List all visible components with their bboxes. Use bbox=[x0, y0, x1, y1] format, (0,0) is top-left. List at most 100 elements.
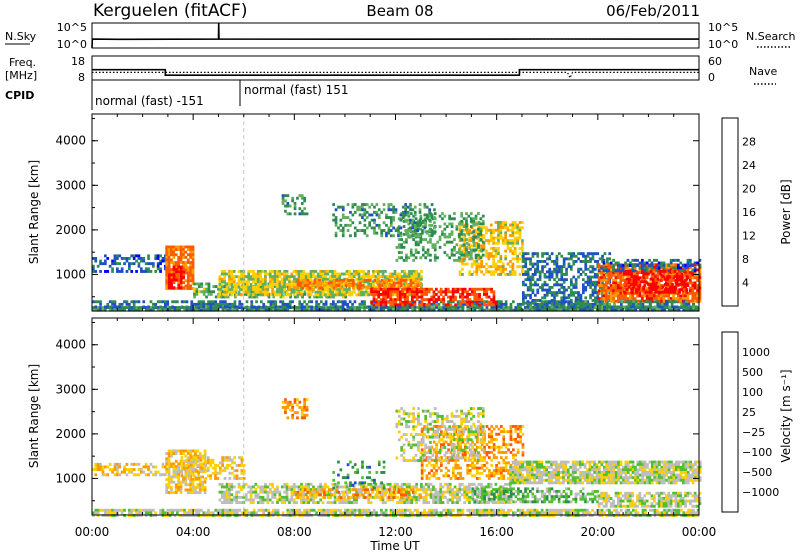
scatter-cell bbox=[149, 262, 153, 266]
scatter-cell bbox=[391, 275, 394, 279]
scatter-cell bbox=[447, 306, 450, 309]
scatter-cell bbox=[376, 275, 380, 279]
scatter-cell bbox=[485, 308, 489, 312]
scatter-cell bbox=[645, 286, 649, 290]
scatter-cell bbox=[605, 308, 609, 312]
scatter-cell bbox=[284, 305, 287, 309]
scatter-cell bbox=[389, 295, 393, 299]
scatter-cell bbox=[564, 308, 568, 312]
scatter-cell bbox=[221, 308, 225, 312]
scatter-cell bbox=[165, 266, 168, 270]
scatter-cell bbox=[494, 254, 498, 258]
scatter-cell bbox=[394, 210, 398, 214]
scatter-cell bbox=[541, 305, 544, 309]
scatter-cell bbox=[524, 278, 528, 282]
scatter-cell bbox=[167, 265, 171, 269]
scatter-cell bbox=[340, 272, 344, 276]
scatter-cell bbox=[683, 283, 686, 286]
scatter-cell bbox=[165, 271, 168, 275]
scatter-cell bbox=[410, 275, 414, 279]
scatter-cell bbox=[574, 299, 578, 302]
scatter-cell bbox=[550, 260, 554, 263]
scatter-cell bbox=[444, 306, 448, 309]
scatter-cell bbox=[627, 270, 631, 273]
scatter-cell bbox=[696, 273, 699, 277]
scatter-cell bbox=[536, 305, 540, 309]
scatter-cell bbox=[638, 268, 642, 272]
scatter-cell bbox=[247, 280, 250, 284]
scatter-cell bbox=[179, 258, 183, 262]
scatter-cell bbox=[429, 253, 432, 257]
scatter-cell bbox=[653, 297, 656, 300]
scatter-cell bbox=[403, 298, 407, 302]
scatter-cell bbox=[320, 511, 323, 515]
scatter-cell bbox=[193, 287, 196, 291]
scatter-cell bbox=[456, 306, 460, 309]
scatter-cell bbox=[382, 208, 386, 212]
scatter-cell bbox=[108, 305, 112, 309]
scatter-cell bbox=[516, 265, 519, 269]
scatter-cell bbox=[353, 210, 357, 214]
scatter-cell bbox=[309, 288, 313, 292]
scatter-cell bbox=[363, 229, 367, 232]
scatter-cell bbox=[497, 228, 500, 232]
scatter-cell bbox=[600, 276, 603, 280]
scatter-cell bbox=[610, 308, 614, 312]
scatter-cell bbox=[298, 511, 302, 515]
scatter-cell bbox=[165, 281, 168, 285]
scatter-cell bbox=[309, 272, 313, 276]
scatter-cell bbox=[249, 283, 253, 286]
scatter-cell bbox=[393, 272, 397, 276]
scatter-cell bbox=[356, 281, 360, 285]
scatter-cell bbox=[477, 235, 480, 239]
scatter-cell bbox=[318, 281, 321, 285]
scatter-cell bbox=[296, 281, 300, 285]
scatter-cell bbox=[465, 251, 468, 254]
scatter-cell bbox=[296, 306, 299, 309]
scatter-cell bbox=[469, 212, 473, 215]
scatter-cell bbox=[654, 305, 657, 309]
scatter-cell bbox=[458, 273, 462, 276]
scatter-cell bbox=[501, 221, 505, 224]
scatter-cell bbox=[447, 295, 450, 299]
scatter-cell bbox=[320, 306, 323, 309]
scatter-cell bbox=[401, 308, 405, 312]
scatter-cell bbox=[365, 216, 369, 219]
scatter-cell bbox=[259, 283, 262, 286]
scatter-cell bbox=[531, 254, 535, 258]
scatter-cell bbox=[617, 271, 620, 274]
scatter-cell bbox=[560, 270, 564, 274]
scatter-cell bbox=[407, 222, 411, 226]
scatter-cell bbox=[268, 280, 272, 284]
scatter-cell bbox=[212, 511, 215, 515]
scatter-cell bbox=[456, 290, 460, 294]
scatter-cell bbox=[406, 218, 410, 222]
scatter-cell bbox=[281, 194, 285, 198]
scatter-cell bbox=[237, 283, 241, 286]
scatter-cell bbox=[278, 290, 282, 294]
scatter-cell bbox=[416, 306, 419, 309]
scatter-cell bbox=[398, 275, 402, 279]
scatter-cell bbox=[461, 295, 465, 299]
scatter-cell bbox=[393, 293, 397, 297]
scatter-cell bbox=[171, 511, 174, 515]
scatter-cell bbox=[567, 302, 571, 306]
scatter-cell bbox=[534, 300, 537, 304]
scatter-cell bbox=[693, 273, 697, 277]
scatter-cell bbox=[645, 261, 649, 265]
scatter-cell bbox=[475, 262, 479, 266]
scatter-cell bbox=[685, 290, 689, 294]
scatter-cell bbox=[274, 511, 278, 515]
scatter-cell bbox=[633, 258, 637, 262]
scatter-cell bbox=[172, 265, 176, 269]
scatter-cell bbox=[207, 282, 211, 286]
scatter-cell bbox=[475, 247, 479, 250]
scatter-cell bbox=[230, 270, 234, 273]
scatter-cell bbox=[555, 254, 559, 258]
scatter-cell bbox=[605, 269, 608, 273]
scatter-cell bbox=[266, 272, 270, 276]
scatter-cell bbox=[188, 511, 191, 515]
scatter-cell bbox=[262, 508, 266, 512]
scatter-cell bbox=[586, 305, 590, 309]
scatter-cell bbox=[200, 305, 203, 309]
